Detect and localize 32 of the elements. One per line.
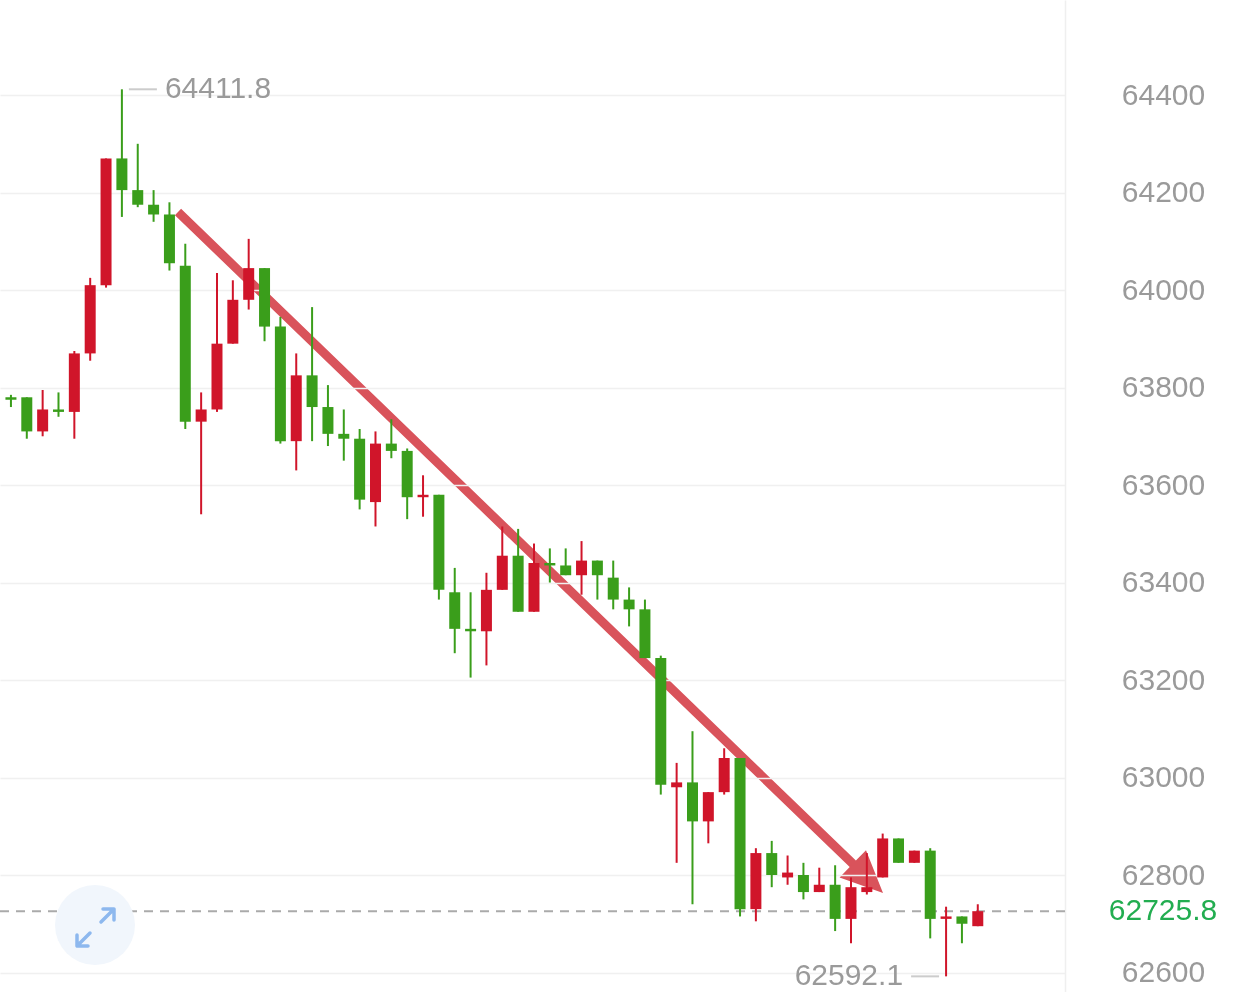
- candlestick: [148, 189, 160, 223]
- candlestick: [37, 388, 49, 438]
- y-tick-label: 63400: [1121, 565, 1206, 599]
- candlestick: [623, 586, 635, 628]
- y-tick-label: 64000: [1121, 272, 1206, 306]
- y-tick-label: 64200: [1121, 175, 1206, 209]
- candlestick: [956, 915, 968, 945]
- candlestick: [607, 559, 619, 611]
- candlestick: [132, 142, 144, 209]
- annotation: 64411.8: [164, 71, 272, 105]
- candlestick: [576, 540, 588, 596]
- ref-line-label: 62725.8: [1108, 893, 1218, 927]
- candlestick: [671, 761, 683, 864]
- candlestick: [52, 391, 64, 418]
- candlestick: [338, 408, 350, 462]
- y-tick-label: 63000: [1121, 760, 1206, 794]
- candlestick: [560, 547, 572, 577]
- y-tick-label: 64400: [1121, 77, 1206, 111]
- candlestick: [195, 391, 207, 516]
- candlestick: [591, 559, 603, 601]
- y-tick-label: 63200: [1121, 662, 1206, 696]
- candlestick: [385, 418, 397, 460]
- candlestick: [861, 852, 873, 896]
- candlestick: [797, 861, 809, 901]
- y-tick-label: 63800: [1121, 370, 1206, 404]
- candlestick: [766, 839, 778, 889]
- y-tick-label: 63600: [1121, 467, 1206, 501]
- annotation: 62592.1: [794, 958, 904, 992]
- y-tick-label: 62600: [1121, 955, 1206, 988]
- candlestick: [813, 866, 825, 894]
- candlestick: [940, 905, 952, 978]
- y-tick-label: 62800: [1121, 857, 1206, 891]
